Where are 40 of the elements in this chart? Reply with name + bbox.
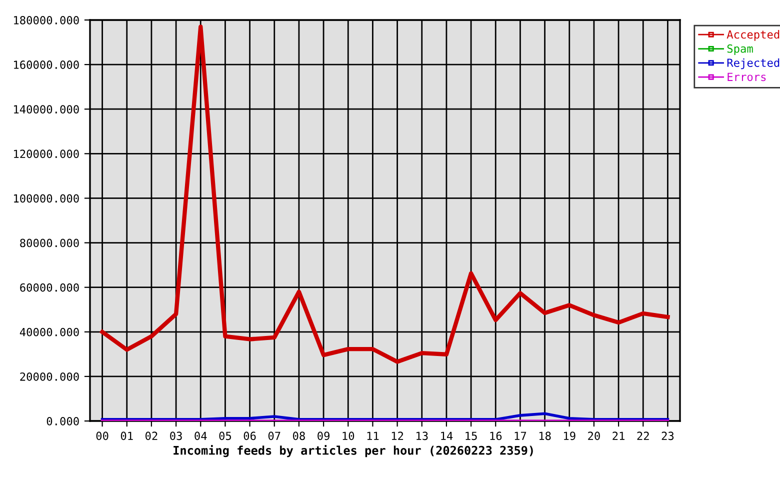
legend-label: Errors <box>728 72 766 82</box>
x-tick-label: 11 <box>367 432 379 440</box>
x-tick-label: 04 <box>194 432 207 440</box>
x-tick-label: 09 <box>318 432 330 440</box>
y-tick-label: 40000.000 <box>20 328 79 336</box>
y-tick-label: 100000.000 <box>14 194 79 203</box>
y-tick-label: 160000.000 <box>14 60 79 69</box>
legend-label: Accepted <box>726 30 780 41</box>
x-tick-label: 08 <box>292 432 305 440</box>
y-tick-label: 120000.000 <box>14 150 79 158</box>
x-tick-label: 21 <box>612 432 624 440</box>
x-tick-label: 07 <box>268 432 280 440</box>
x-tick-label: 23 <box>662 432 674 440</box>
x-tick-label: 13 <box>416 432 428 440</box>
x-tick-label: 17 <box>514 432 526 440</box>
legend-label: Rejected <box>727 58 780 70</box>
x-tick-label: 10 <box>342 432 354 440</box>
x-tick-label: 22 <box>637 432 649 440</box>
line-series <box>100 24 670 364</box>
x-tick-label: 16 <box>490 432 502 440</box>
x-tick-label: 05 <box>219 432 232 440</box>
y-tick-label: 20000.000 <box>20 372 79 381</box>
x-tick-label: 12 <box>392 432 404 440</box>
x-tick-label: 14 <box>441 432 453 440</box>
x-tick-label: 06 <box>244 432 256 440</box>
y-tick-label: 140000.000 <box>14 105 79 114</box>
y-tick-label: 180000.000 <box>14 16 79 24</box>
x-tick-label: 01 <box>120 432 133 440</box>
x-tick-label: 18 <box>539 432 551 440</box>
x-axis-title: Incoming feeds by articles per hour (20260223 2359) <box>174 445 533 458</box>
legend-label: Spam <box>727 44 753 55</box>
y-tick-label: 60000.000 <box>20 283 79 292</box>
y-tick-label: 0.000 <box>46 417 79 426</box>
x-tick-label: 02 <box>145 432 158 440</box>
x-tick-label: 15 <box>466 432 477 440</box>
x-tick-label: 19 <box>564 432 576 440</box>
y-tick-label: 80000.000 <box>20 238 79 248</box>
x-tick-label: 03 <box>170 432 182 440</box>
x-tick-label: 20 <box>588 432 600 440</box>
x-tick-label: 00 <box>96 432 108 440</box>
